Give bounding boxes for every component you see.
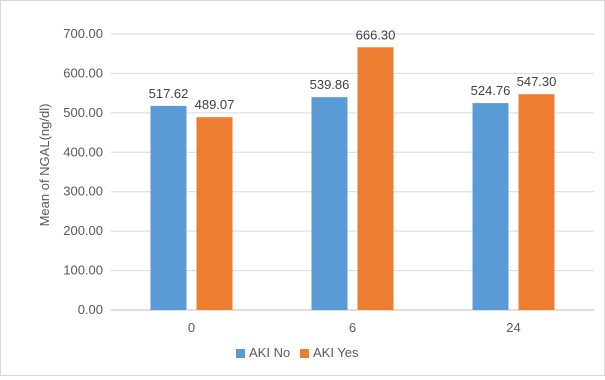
data-label: 489.07: [195, 97, 235, 112]
y-tick-label: 300.00: [63, 184, 103, 199]
bar-aki-yes-24: [518, 94, 555, 310]
y-tick-label: 600.00: [63, 65, 103, 80]
y-tick-label: 100.00: [63, 263, 103, 278]
bars: [150, 47, 555, 311]
legend-label: AKI Yes: [313, 345, 359, 360]
data-label: 517.62: [149, 86, 189, 101]
y-tick-label: 200.00: [63, 223, 103, 238]
x-tick-label: 6: [349, 320, 356, 335]
data-labels: 517.62 489.07 539.86 666.30 524.76 547.30: [149, 27, 557, 112]
bar-aki-yes-6: [357, 47, 394, 311]
y-tick-label: 500.00: [63, 105, 103, 120]
data-label: 539.86: [310, 77, 350, 92]
y-axis-ticks: 0.00 100.00 200.00 300.00 400.00 500.00 600.00…: [63, 26, 103, 317]
bar-aki-no-24: [472, 103, 509, 310]
x-tick-label: 24: [506, 320, 520, 335]
y-axis-title: Mean of NGAL(ng/dl): [37, 104, 52, 227]
legend-swatch: [300, 349, 309, 358]
bar-aki-yes-0: [196, 117, 233, 310]
legend-label: AKI No: [249, 345, 290, 360]
y-tick-label: 400.00: [63, 144, 103, 159]
gridlines: [111, 33, 594, 311]
bar-aki-no-6: [311, 97, 348, 310]
x-tick-label: 0: [188, 320, 195, 335]
data-label: 524.76: [471, 83, 511, 98]
legend: AKI No AKI Yes: [236, 345, 359, 360]
data-label: 666.30: [356, 27, 396, 42]
y-tick-label: 0.00: [78, 302, 103, 317]
y-tick-label: 700.00: [63, 26, 103, 41]
x-axis-ticks: 0 6 24: [188, 320, 521, 335]
bar-aki-no-0: [150, 105, 187, 311]
data-label: 547.30: [517, 74, 557, 89]
legend-swatch: [236, 349, 245, 358]
